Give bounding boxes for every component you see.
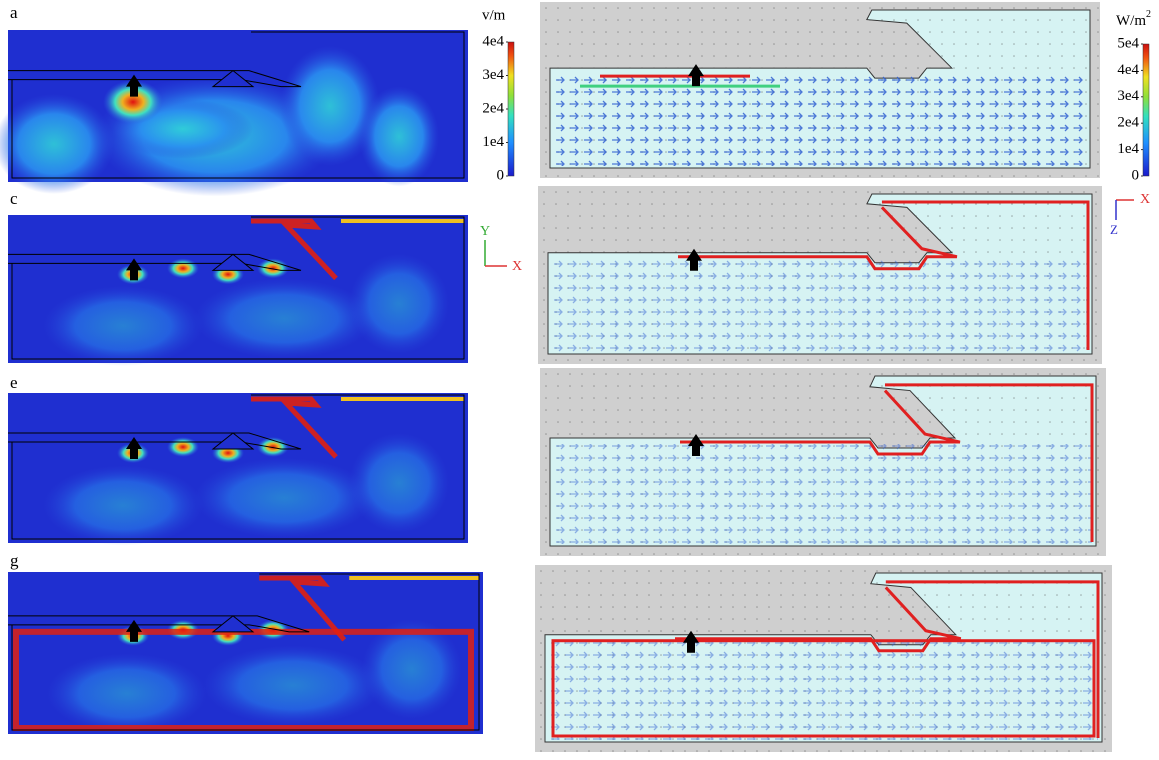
hot-edge (167, 437, 199, 457)
vector-field (549, 641, 1098, 740)
field-panel (8, 215, 468, 366)
field-blob (47, 654, 207, 734)
field-blob (203, 645, 383, 725)
panel-label: g (10, 551, 19, 570)
colorbar-tick-label: 5e4 (1117, 35, 1139, 51)
axis-label: Y (480, 224, 490, 239)
field-blob (43, 286, 203, 366)
colorbar-unit: v/m (482, 7, 506, 23)
colorbar (1143, 44, 1149, 176)
colorbar-tick-label: 2e4 (1117, 115, 1139, 131)
figure: a b c d e f g h v/m W/m2 Y X X Z 4e43e42… (0, 0, 1159, 755)
panel-label: a (10, 3, 18, 22)
colorbar-tick-label: 0 (497, 167, 505, 183)
vector-panel (535, 565, 1112, 752)
panel-label: c (10, 189, 18, 208)
colorbar-tick-label: 3e4 (1117, 88, 1139, 104)
field-blob (349, 254, 449, 354)
colorbar-unit: W/m2 (1116, 9, 1151, 29)
vector-field (554, 444, 1092, 544)
hot-edge (167, 258, 199, 278)
field-blob (359, 86, 439, 186)
axis-label: Z (1110, 222, 1118, 237)
field-blob (194, 458, 374, 538)
colorbar (508, 42, 514, 176)
vector-panel (538, 186, 1102, 364)
vector-panel (540, 2, 1100, 178)
field-panel (0, 30, 468, 196)
vector-field (554, 74, 1086, 166)
colorbar-tick-label: 4e4 (1117, 62, 1139, 78)
axis-label: X (1140, 192, 1150, 207)
field-blob (43, 466, 203, 546)
axis-triad: X Z (1110, 192, 1150, 237)
colorbar-tick-label: 1e4 (482, 134, 504, 150)
colorbar-tick-label: 0 (1132, 167, 1140, 183)
axis-triad: Y X (480, 224, 522, 274)
vector-field (552, 259, 1088, 352)
unit-text: W/m (1116, 13, 1146, 29)
field-blob (349, 433, 449, 533)
field-panel (8, 572, 483, 734)
unit-sup: 2 (1146, 9, 1151, 20)
colorbar-tick-label: 2e4 (482, 100, 504, 116)
colorbar-tick-label: 1e4 (1117, 141, 1139, 157)
field-panel (8, 393, 468, 546)
colorbar-tick-label: 4e4 (482, 33, 504, 49)
vector-panel (540, 368, 1106, 556)
field-blob (194, 279, 374, 359)
colorbar-tick-label: 3e4 (482, 67, 504, 83)
panel-label: e (10, 373, 18, 392)
axis-label: X (512, 259, 522, 274)
